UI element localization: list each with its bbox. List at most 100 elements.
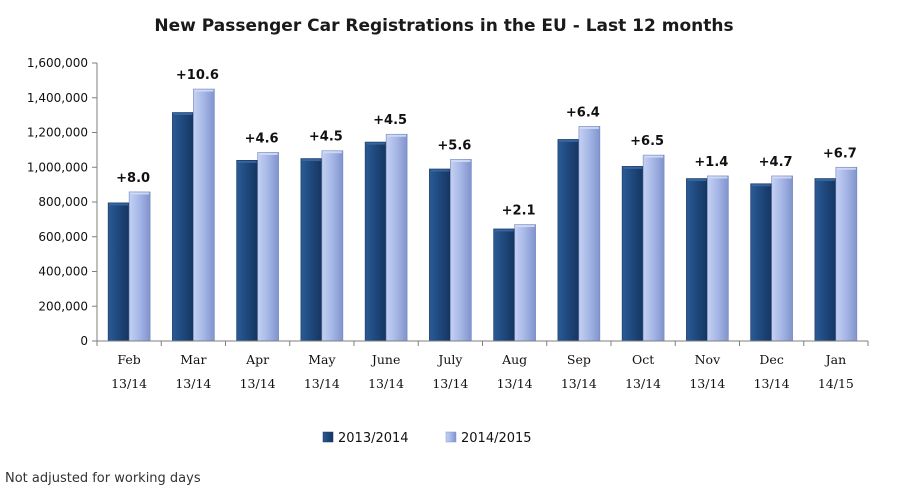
data-label: +8.0 <box>116 171 150 186</box>
y-tick-label: 400,000 <box>38 265 88 279</box>
x-tick-label: May <box>308 352 336 367</box>
y-tick-label: 0 <box>80 334 88 348</box>
x-tick-label: Feb <box>117 352 140 367</box>
bar-bevel <box>836 167 856 170</box>
bar-2014-2015-apr <box>257 152 279 342</box>
bar-2014-2015-may <box>321 150 344 342</box>
bar-bevel <box>644 155 664 158</box>
x-tick-label: July <box>436 352 463 367</box>
x-tick-label: Dec <box>759 352 783 367</box>
bar-2014-2015-mar <box>193 88 215 342</box>
x-tick-sublabel: 13/14 <box>111 376 147 391</box>
bar-bevel <box>494 229 514 232</box>
bar-2013-2014-june <box>364 141 387 342</box>
legend-label-2013-2014: 2013/2014 <box>338 431 409 446</box>
bar-2013-2014-jan <box>814 178 837 342</box>
data-label: +6.7 <box>823 146 857 161</box>
y-tick-label: 1,200,000 <box>27 126 88 140</box>
x-tick-label: Apr <box>245 352 269 367</box>
data-label: +4.5 <box>309 130 343 145</box>
bar-bevel <box>515 225 535 228</box>
bar-2013-2014-apr <box>236 160 258 342</box>
x-tick-sublabel: 13/14 <box>304 376 340 391</box>
x-tick-label: Nov <box>695 352 721 367</box>
bar-2014-2015-sep <box>578 126 601 342</box>
bar-bevel <box>815 179 835 182</box>
bar-bevel <box>558 139 578 142</box>
y-tick-label: 600,000 <box>38 230 88 244</box>
bar-bevel <box>623 166 643 169</box>
x-tick-sublabel: 13/14 <box>240 376 276 391</box>
bar-2014-2015-aug <box>514 224 536 342</box>
x-tick-sublabel: 13/14 <box>689 376 725 391</box>
legend-swatch-2013-2014 <box>322 431 334 443</box>
bar-bevel <box>173 113 193 116</box>
y-tick-label: 1,400,000 <box>27 91 88 105</box>
bar-2013-2014-dec <box>750 183 772 342</box>
x-tick-sublabel: 13/14 <box>754 376 790 391</box>
bar-bevel <box>322 151 342 154</box>
bar-bevel <box>451 159 471 162</box>
x-tick-sublabel: 14/15 <box>818 376 854 391</box>
bar-2014-2015-nov <box>707 175 729 342</box>
bar-bevel <box>430 169 450 172</box>
bar-2014-2015-feb <box>128 191 151 342</box>
data-label: +2.1 <box>502 204 536 219</box>
x-tick-label: June <box>370 352 401 367</box>
bar-2014-2015-july <box>450 159 472 342</box>
bar-2014-2015-dec <box>771 175 793 342</box>
bar-2013-2014-july <box>429 168 451 342</box>
bar-bevel <box>130 192 150 195</box>
bars <box>107 88 858 342</box>
x-tick-sublabel: 13/14 <box>175 376 211 391</box>
x-tick-sublabel: 13/14 <box>561 376 597 391</box>
bar-bevel <box>387 134 407 137</box>
x-tick-label: Mar <box>180 352 206 367</box>
y-tick-label: 800,000 <box>38 195 88 209</box>
bar-2013-2014-oct <box>621 166 644 342</box>
chart-title: New Passenger Car Registrations in the E… <box>154 16 733 36</box>
x-tick-label: Aug <box>501 352 527 367</box>
bar-bevel <box>194 89 214 92</box>
y-axis: 0 200,000 400,000 600,000 800,000 1,000,000 1,… <box>27 56 98 348</box>
bar-bevel <box>109 203 129 206</box>
legend-swatch-2014-2015 <box>445 431 457 443</box>
data-label: +5.6 <box>437 138 471 153</box>
x-tick-sublabel: 13/14 <box>368 376 404 391</box>
data-label: +10.6 <box>176 68 219 83</box>
bar-2013-2014-sep <box>557 139 580 342</box>
bar-bevel <box>366 142 386 145</box>
bar-bevel <box>687 179 707 182</box>
data-label: +4.5 <box>373 113 407 128</box>
bar-bevel <box>301 159 321 162</box>
x-tick-sublabel: 13/14 <box>432 376 468 391</box>
bar-2013-2014-aug <box>493 228 515 342</box>
x-tick-label: Oct <box>632 352 654 367</box>
y-tick-label: 1,000,000 <box>27 160 88 174</box>
bar-bevel <box>237 160 257 163</box>
data-labels: +8.0 +10.6 +4.6 +4.5 +4.5 +5.6 +2.1 +6.4 +6.5 +1.… <box>116 68 857 219</box>
legend-label-2014-2015: 2014/2015 <box>461 431 532 446</box>
data-label: +6.5 <box>630 134 664 149</box>
bar-bevel <box>579 126 599 129</box>
bar-2013-2014-may <box>300 158 323 342</box>
bar-bevel <box>772 176 792 179</box>
bar-bevel <box>708 176 728 179</box>
x-tick-sublabel: 13/14 <box>497 376 533 391</box>
bar-2013-2014-nov <box>686 178 708 342</box>
y-tick-label: 200,000 <box>38 299 88 313</box>
y-tick-label: 1,600,000 <box>27 56 88 70</box>
data-label: +4.7 <box>759 155 793 170</box>
data-label: +4.6 <box>245 131 279 146</box>
x-tick-label: Jan <box>824 352 847 367</box>
data-label: +1.4 <box>694 155 728 170</box>
bar-bevel <box>751 184 771 187</box>
bar-bevel <box>258 152 278 155</box>
bar-2014-2015-june <box>385 133 408 342</box>
x-tick-sublabel: 13/14 <box>625 376 661 391</box>
bar-2013-2014-feb <box>107 202 130 342</box>
bar-2014-2015-jan <box>835 166 858 342</box>
x-axis: Feb 13/14 Mar 13/14 Apr 13/14 May 13/14 June 13/1… <box>96 340 869 391</box>
data-label: +6.4 <box>566 105 600 120</box>
